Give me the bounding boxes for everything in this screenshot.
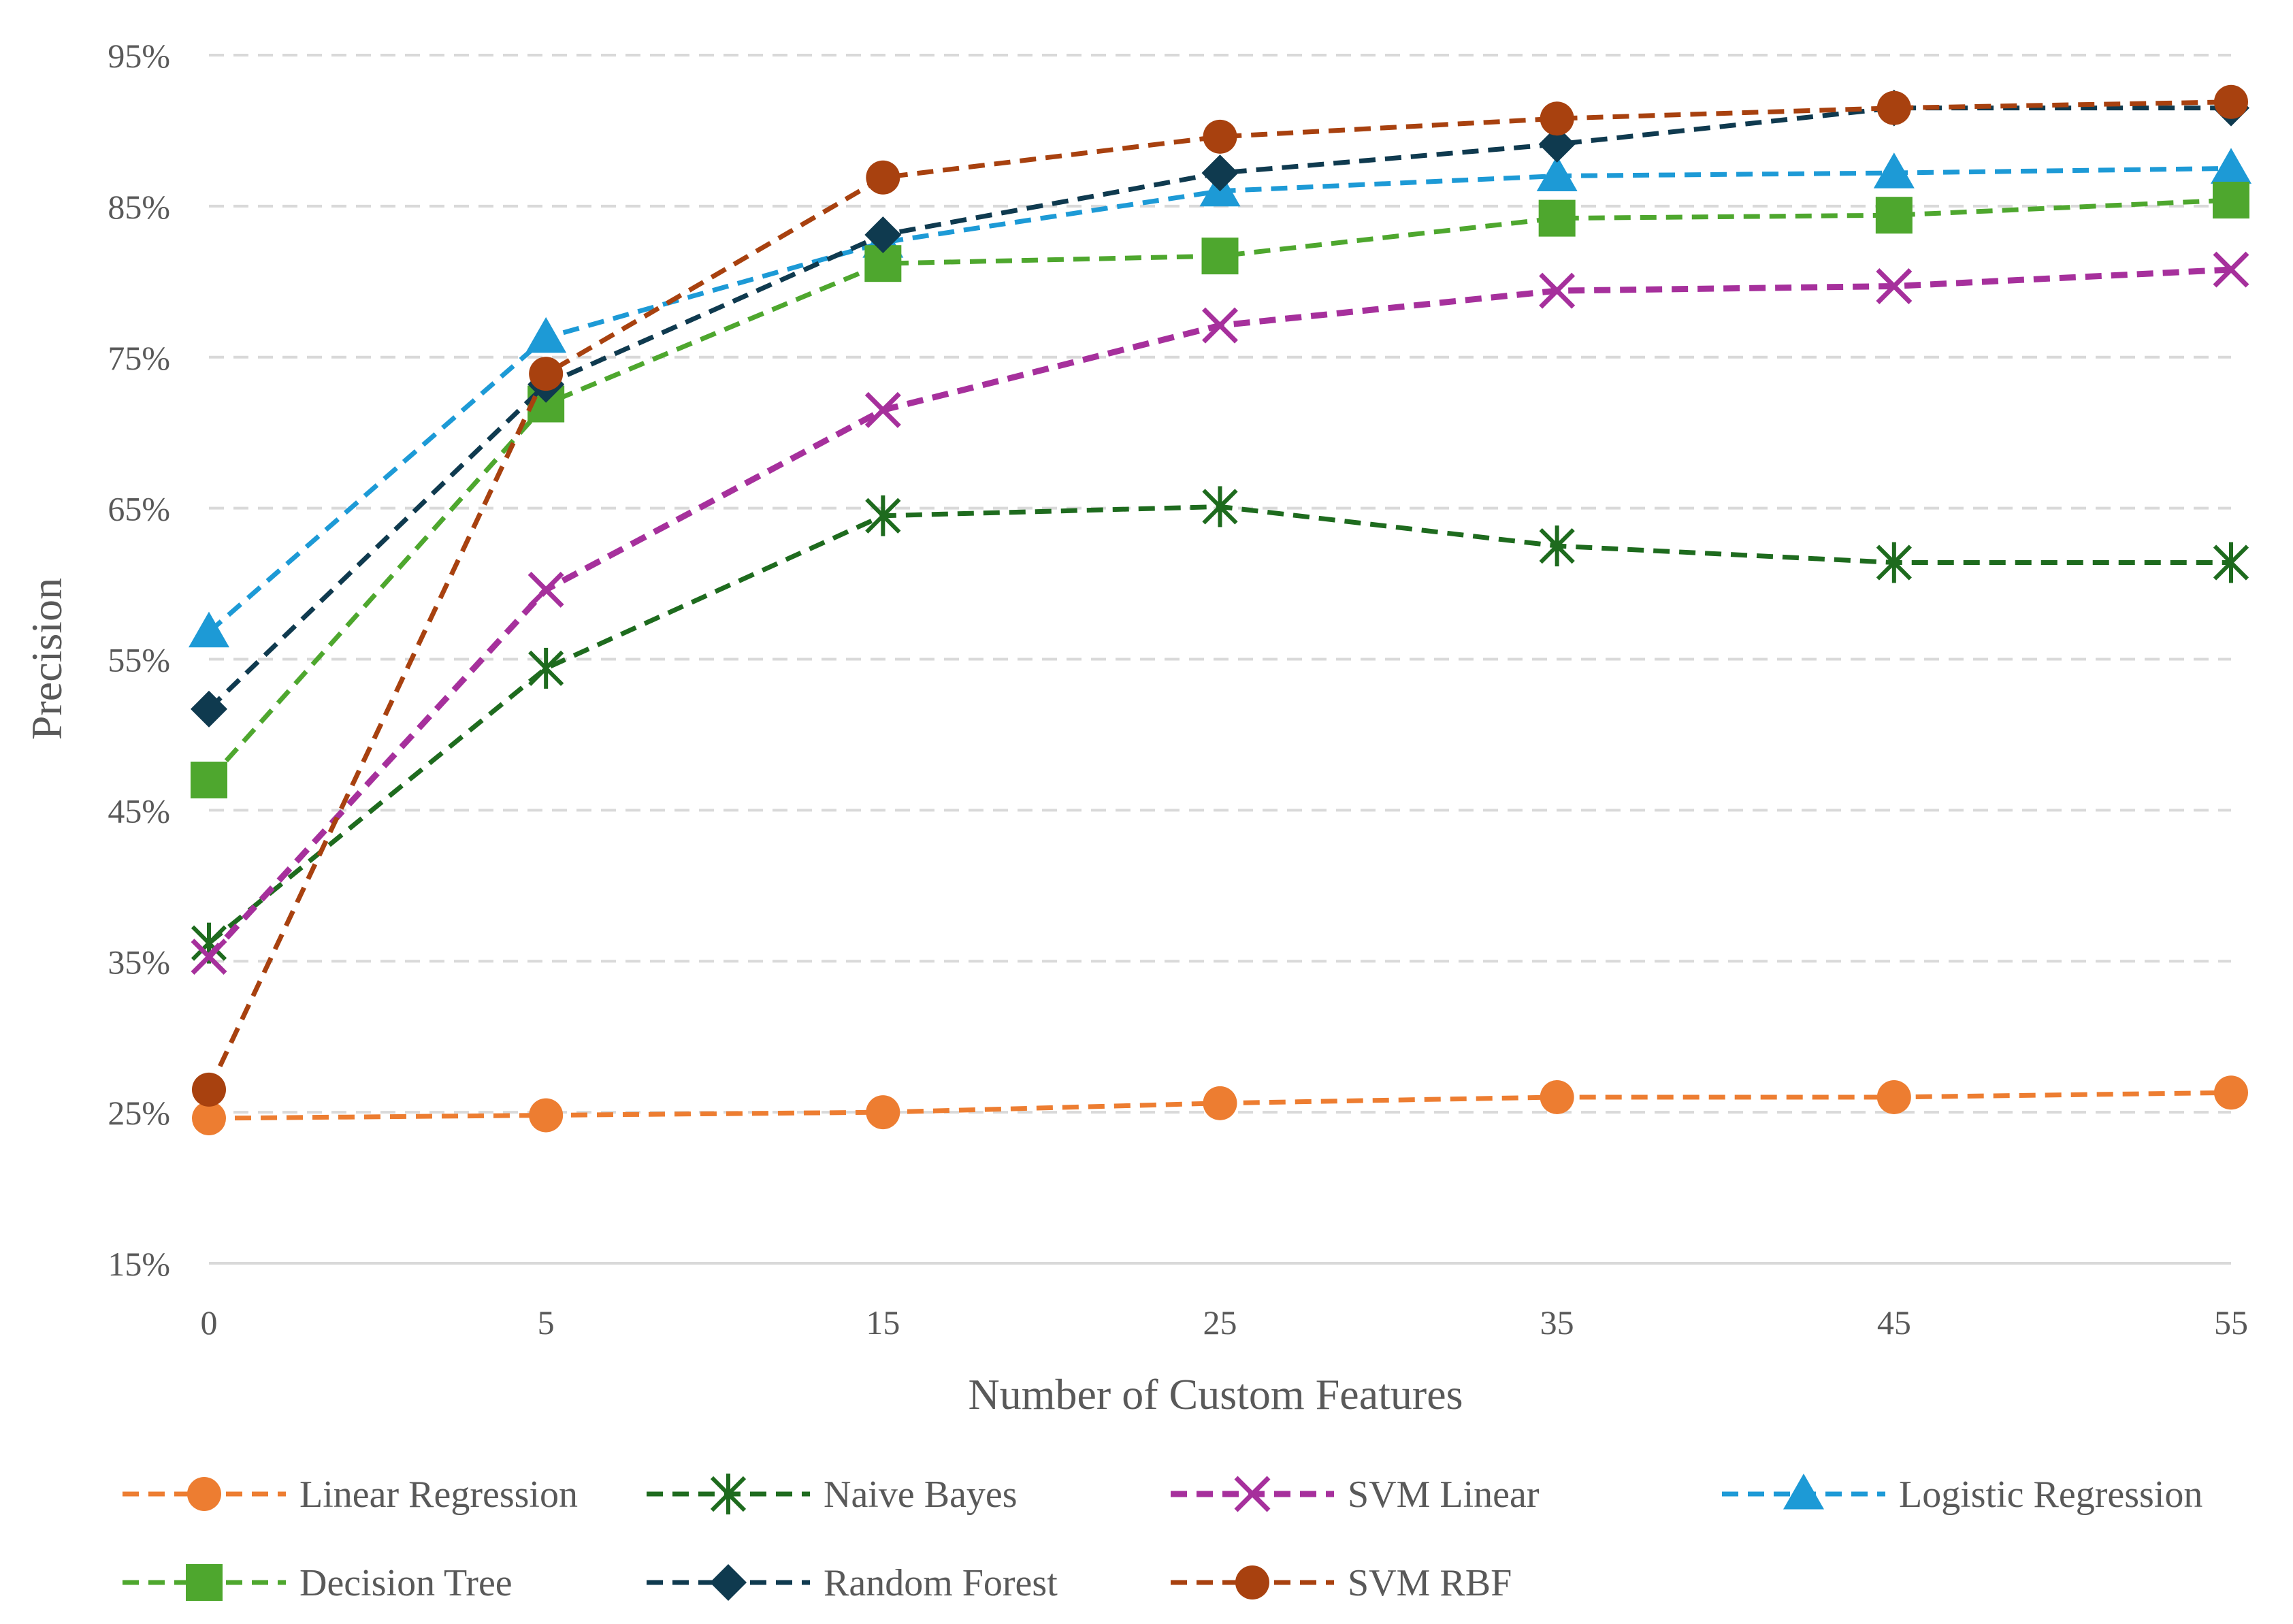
data-point bbox=[1203, 119, 1237, 154]
y-tick-label: 95% bbox=[108, 37, 170, 75]
data-point bbox=[191, 762, 227, 798]
data-point bbox=[1875, 197, 1913, 234]
x-axis-title: Number of Custom Features bbox=[969, 1370, 1463, 1418]
legend-label: SVM Linear bbox=[1348, 1474, 1540, 1516]
data-series bbox=[189, 84, 2251, 1135]
y-tick-label: 75% bbox=[108, 339, 170, 377]
series-line-naive-bayes bbox=[207, 504, 2231, 945]
y-axis-tick-labels: 15% 25% 35% 45% 55% 65% 75% 85% 95% bbox=[108, 37, 170, 1283]
data-point bbox=[191, 939, 227, 975]
legend-item-logistic-regression: Logistic Regression bbox=[1722, 1474, 2202, 1516]
data-point bbox=[866, 1095, 900, 1130]
data-point bbox=[1201, 238, 1239, 275]
data-point bbox=[1540, 101, 1574, 136]
x-tick-label: 25 bbox=[1203, 1303, 1237, 1342]
data-point bbox=[192, 1101, 226, 1135]
legend-item-svm-linear: SVM Linear bbox=[1171, 1474, 1540, 1516]
data-point bbox=[865, 495, 901, 536]
data-point bbox=[2211, 148, 2251, 184]
series-svm-linear bbox=[191, 251, 2249, 975]
data-point bbox=[1202, 307, 1238, 344]
legend-marker bbox=[186, 1564, 223, 1601]
series-random-forest bbox=[191, 89, 2249, 728]
y-axis-title: Precision bbox=[22, 578, 71, 740]
data-point bbox=[864, 216, 902, 254]
data-point bbox=[2213, 182, 2249, 218]
x-tick-label: 45 bbox=[1877, 1303, 1911, 1342]
series-naive-bayes bbox=[191, 486, 2249, 964]
data-point bbox=[1876, 542, 1912, 583]
data-point bbox=[1202, 486, 1238, 527]
y-tick-label: 85% bbox=[108, 188, 170, 226]
data-point bbox=[2214, 84, 2248, 119]
y-tick-label: 35% bbox=[108, 943, 170, 981]
data-point bbox=[528, 647, 564, 689]
x-tick-label: 15 bbox=[866, 1303, 900, 1342]
series-linear-regression bbox=[192, 1075, 2248, 1135]
legend-label: SVM RBF bbox=[1348, 1562, 1512, 1604]
legend-marker bbox=[710, 1474, 747, 1514]
y-tick-label: 15% bbox=[108, 1245, 170, 1283]
legend-item-random-forest: Random Forest bbox=[647, 1562, 1058, 1604]
legend-label: Linear Regression bbox=[299, 1474, 578, 1516]
legend-item-decision-tree: Decision Tree bbox=[123, 1562, 513, 1604]
legend-item-naive-bayes: Naive Bayes bbox=[647, 1474, 1018, 1516]
legend: Linear Regression Naive Bayes SVM Linear Lo… bbox=[123, 1474, 2202, 1604]
y-tick-label: 25% bbox=[108, 1094, 170, 1132]
data-point bbox=[525, 316, 567, 353]
series-logistic-regression bbox=[189, 148, 2251, 648]
data-point bbox=[1536, 155, 1578, 191]
data-point bbox=[1203, 1086, 1237, 1120]
legend-marker bbox=[1783, 1474, 1824, 1510]
legend-label: Logistic Regression bbox=[1899, 1474, 2202, 1516]
data-point bbox=[2213, 542, 2249, 583]
data-point bbox=[1538, 199, 1576, 237]
legend-label: Decision Tree bbox=[299, 1562, 513, 1604]
legend-label: Random Forest bbox=[824, 1562, 1058, 1604]
x-axis-tick-labels: 0 5 15 25 35 45 55 bbox=[201, 1303, 2249, 1342]
data-point bbox=[1876, 1079, 1911, 1114]
y-tick-label: 55% bbox=[108, 641, 170, 679]
legend-marker bbox=[187, 1477, 221, 1511]
data-point bbox=[1538, 125, 1576, 163]
x-tick-label: 0 bbox=[201, 1303, 218, 1342]
data-point bbox=[1201, 155, 1239, 192]
y-tick-label: 45% bbox=[108, 792, 170, 830]
y-tick-label: 65% bbox=[108, 490, 170, 528]
data-point bbox=[2213, 251, 2249, 288]
data-point bbox=[1873, 152, 1915, 189]
data-point bbox=[1539, 272, 1576, 309]
data-point bbox=[1539, 525, 1575, 567]
legend-marker bbox=[710, 1564, 747, 1601]
data-point bbox=[529, 357, 564, 391]
series-svm-rbf bbox=[192, 84, 2248, 1107]
legend-item-linear-regression: Linear Regression bbox=[123, 1474, 578, 1516]
x-tick-label: 55 bbox=[2214, 1303, 2248, 1342]
data-point bbox=[866, 160, 900, 195]
data-point bbox=[191, 690, 227, 728]
gridlines bbox=[209, 54, 2231, 1265]
data-point bbox=[192, 1072, 226, 1107]
legend-label: Naive Bayes bbox=[824, 1474, 1018, 1516]
legend-item-svm-rbf: SVM RBF bbox=[1171, 1562, 1512, 1604]
data-point bbox=[1876, 91, 1911, 125]
data-point bbox=[1540, 1079, 1574, 1114]
x-tick-label: 5 bbox=[538, 1303, 555, 1342]
data-point bbox=[527, 571, 564, 608]
data-point bbox=[529, 1098, 564, 1133]
legend-marker bbox=[1235, 1565, 1269, 1599]
legend-marker bbox=[1234, 1476, 1271, 1512]
data-point bbox=[2214, 1075, 2248, 1110]
data-point bbox=[864, 391, 901, 428]
data-point bbox=[189, 611, 229, 648]
data-point bbox=[1876, 267, 1913, 304]
series-line-svm-linear bbox=[206, 266, 2232, 959]
x-tick-label: 35 bbox=[1540, 1303, 1574, 1342]
